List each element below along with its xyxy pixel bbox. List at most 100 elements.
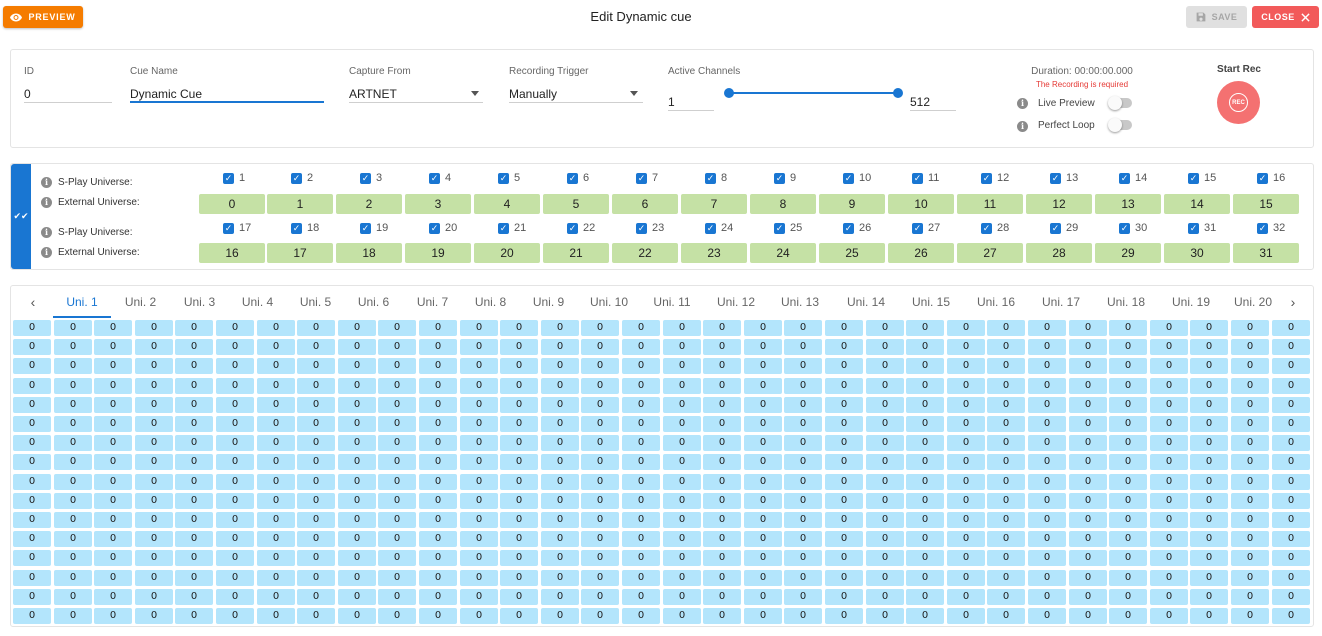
- channel-value-cell[interactable]: 0: [1150, 512, 1188, 528]
- channel-value-cell[interactable]: 0: [297, 570, 335, 586]
- channel-value-cell[interactable]: 0: [54, 358, 92, 374]
- channel-value-cell[interactable]: 0: [1231, 474, 1269, 490]
- external-universe-field[interactable]: 19: [405, 243, 471, 263]
- channel-value-cell[interactable]: 0: [378, 493, 416, 509]
- chevron-down-icon[interactable]: [630, 91, 638, 96]
- channel-value-cell[interactable]: 0: [216, 512, 254, 528]
- channel-value-cell[interactable]: 0: [257, 550, 295, 566]
- channel-value-cell[interactable]: 0: [419, 378, 457, 394]
- channel-value-cell[interactable]: 0: [825, 320, 863, 336]
- splay-universe-checkbox[interactable]: ✓ 16: [1257, 172, 1285, 184]
- channel-value-cell[interactable]: 0: [13, 512, 51, 528]
- channel-value-cell[interactable]: 0: [541, 589, 579, 605]
- channel-value-cell[interactable]: 0: [744, 378, 782, 394]
- channel-value-cell[interactable]: 0: [1109, 550, 1147, 566]
- channel-value-cell[interactable]: 0: [54, 339, 92, 355]
- channel-value-cell[interactable]: 0: [947, 589, 985, 605]
- channel-value-cell[interactable]: 0: [784, 454, 822, 470]
- splay-universe-checkbox[interactable]: ✓ 12: [981, 172, 1009, 184]
- channel-value-cell[interactable]: 0: [663, 550, 701, 566]
- channel-value-cell[interactable]: 0: [54, 512, 92, 528]
- tab-universe[interactable]: Uni. 10: [589, 295, 629, 309]
- channel-value-cell[interactable]: 0: [1109, 608, 1147, 624]
- channel-value-cell[interactable]: 0: [54, 454, 92, 470]
- channel-value-cell[interactable]: 0: [1190, 378, 1228, 394]
- external-universe-field[interactable]: 10: [888, 194, 954, 214]
- channel-value-cell[interactable]: 0: [378, 608, 416, 624]
- channel-value-cell[interactable]: 0: [866, 454, 904, 470]
- channel-value-cell[interactable]: 0: [1272, 358, 1310, 374]
- channel-value-cell[interactable]: 0: [216, 474, 254, 490]
- channel-value-cell[interactable]: 0: [622, 531, 660, 547]
- channel-value-cell[interactable]: 0: [663, 570, 701, 586]
- channel-value-cell[interactable]: 0: [744, 608, 782, 624]
- channel-value-cell[interactable]: 0: [500, 435, 538, 451]
- channel-value-cell[interactable]: 0: [297, 608, 335, 624]
- channel-value-cell[interactable]: 0: [1190, 531, 1228, 547]
- tab-universe[interactable]: Uni. 12: [716, 295, 756, 309]
- splay-universe-checkbox[interactable]: ✓ 19: [360, 222, 388, 234]
- channel-value-cell[interactable]: 0: [1231, 589, 1269, 605]
- channel-value-cell[interactable]: 0: [216, 435, 254, 451]
- channel-value-cell[interactable]: 0: [1190, 454, 1228, 470]
- channel-value-cell[interactable]: 0: [1190, 550, 1228, 566]
- channel-value-cell[interactable]: 0: [784, 474, 822, 490]
- channel-value-cell[interactable]: 0: [825, 512, 863, 528]
- external-universe-field[interactable]: 24: [750, 243, 816, 263]
- channel-value-cell[interactable]: 0: [378, 474, 416, 490]
- splay-universe-checkbox[interactable]: ✓ 13: [1050, 172, 1078, 184]
- channel-value-cell[interactable]: 0: [257, 512, 295, 528]
- channel-value-cell[interactable]: 0: [1231, 378, 1269, 394]
- channel-value-cell[interactable]: 0: [13, 378, 51, 394]
- channel-value-cell[interactable]: 0: [500, 570, 538, 586]
- channel-value-cell[interactable]: 0: [216, 454, 254, 470]
- channel-value-cell[interactable]: 0: [906, 531, 944, 547]
- channel-value-cell[interactable]: 0: [744, 416, 782, 432]
- splay-universe-checkbox[interactable]: ✓ 5: [498, 172, 520, 184]
- channel-value-cell[interactable]: 0: [1231, 339, 1269, 355]
- channel-value-cell[interactable]: 0: [1150, 531, 1188, 547]
- channel-value-cell[interactable]: 0: [703, 416, 741, 432]
- channel-value-cell[interactable]: 0: [175, 416, 213, 432]
- splay-universe-checkbox[interactable]: ✓ 14: [1119, 172, 1147, 184]
- tab-universe[interactable]: Uni. 20: [1233, 295, 1273, 309]
- channel-value-cell[interactable]: 0: [500, 493, 538, 509]
- channel-value-cell[interactable]: 0: [581, 570, 619, 586]
- channel-value-cell[interactable]: 0: [703, 397, 741, 413]
- channel-value-cell[interactable]: 0: [744, 339, 782, 355]
- channel-value-cell[interactable]: 0: [744, 493, 782, 509]
- channel-value-cell[interactable]: 0: [338, 608, 376, 624]
- channel-value-cell[interactable]: 0: [460, 378, 498, 394]
- channel-value-cell[interactable]: 0: [1190, 512, 1228, 528]
- channel-value-cell[interactable]: 0: [13, 416, 51, 432]
- channel-value-cell[interactable]: 0: [94, 570, 132, 586]
- channel-value-cell[interactable]: 0: [663, 416, 701, 432]
- channel-value-cell[interactable]: 0: [297, 358, 335, 374]
- channel-value-cell[interactable]: 0: [1069, 474, 1107, 490]
- channel-value-cell[interactable]: 0: [663, 435, 701, 451]
- channel-value-cell[interactable]: 0: [500, 378, 538, 394]
- tab-universe[interactable]: Uni. 13: [780, 295, 820, 309]
- channel-value-cell[interactable]: 0: [866, 550, 904, 566]
- channel-value-cell[interactable]: 0: [581, 493, 619, 509]
- channel-value-cell[interactable]: 0: [866, 339, 904, 355]
- chevron-down-icon[interactable]: [471, 91, 479, 96]
- channel-value-cell[interactable]: 0: [622, 608, 660, 624]
- channel-value-cell[interactable]: 0: [825, 589, 863, 605]
- channel-value-cell[interactable]: 0: [338, 474, 376, 490]
- channel-value-cell[interactable]: 0: [541, 339, 579, 355]
- channel-value-cell[interactable]: 0: [1109, 570, 1147, 586]
- channel-value-cell[interactable]: 0: [135, 339, 173, 355]
- channel-value-cell[interactable]: 0: [744, 531, 782, 547]
- recording-trigger-select[interactable]: Manually: [509, 87, 558, 101]
- channel-value-cell[interactable]: 0: [1069, 320, 1107, 336]
- channel-value-cell[interactable]: 0: [419, 512, 457, 528]
- channel-value-cell[interactable]: 0: [1272, 550, 1310, 566]
- id-field[interactable]: 0: [24, 87, 31, 101]
- external-universe-field[interactable]: 0: [199, 194, 265, 214]
- tab-universe[interactable]: Uni. 9: [532, 295, 565, 309]
- channel-value-cell[interactable]: 0: [703, 454, 741, 470]
- channel-value-cell[interactable]: 0: [54, 550, 92, 566]
- channel-value-cell[interactable]: 0: [1150, 493, 1188, 509]
- channel-value-cell[interactable]: 0: [1028, 435, 1066, 451]
